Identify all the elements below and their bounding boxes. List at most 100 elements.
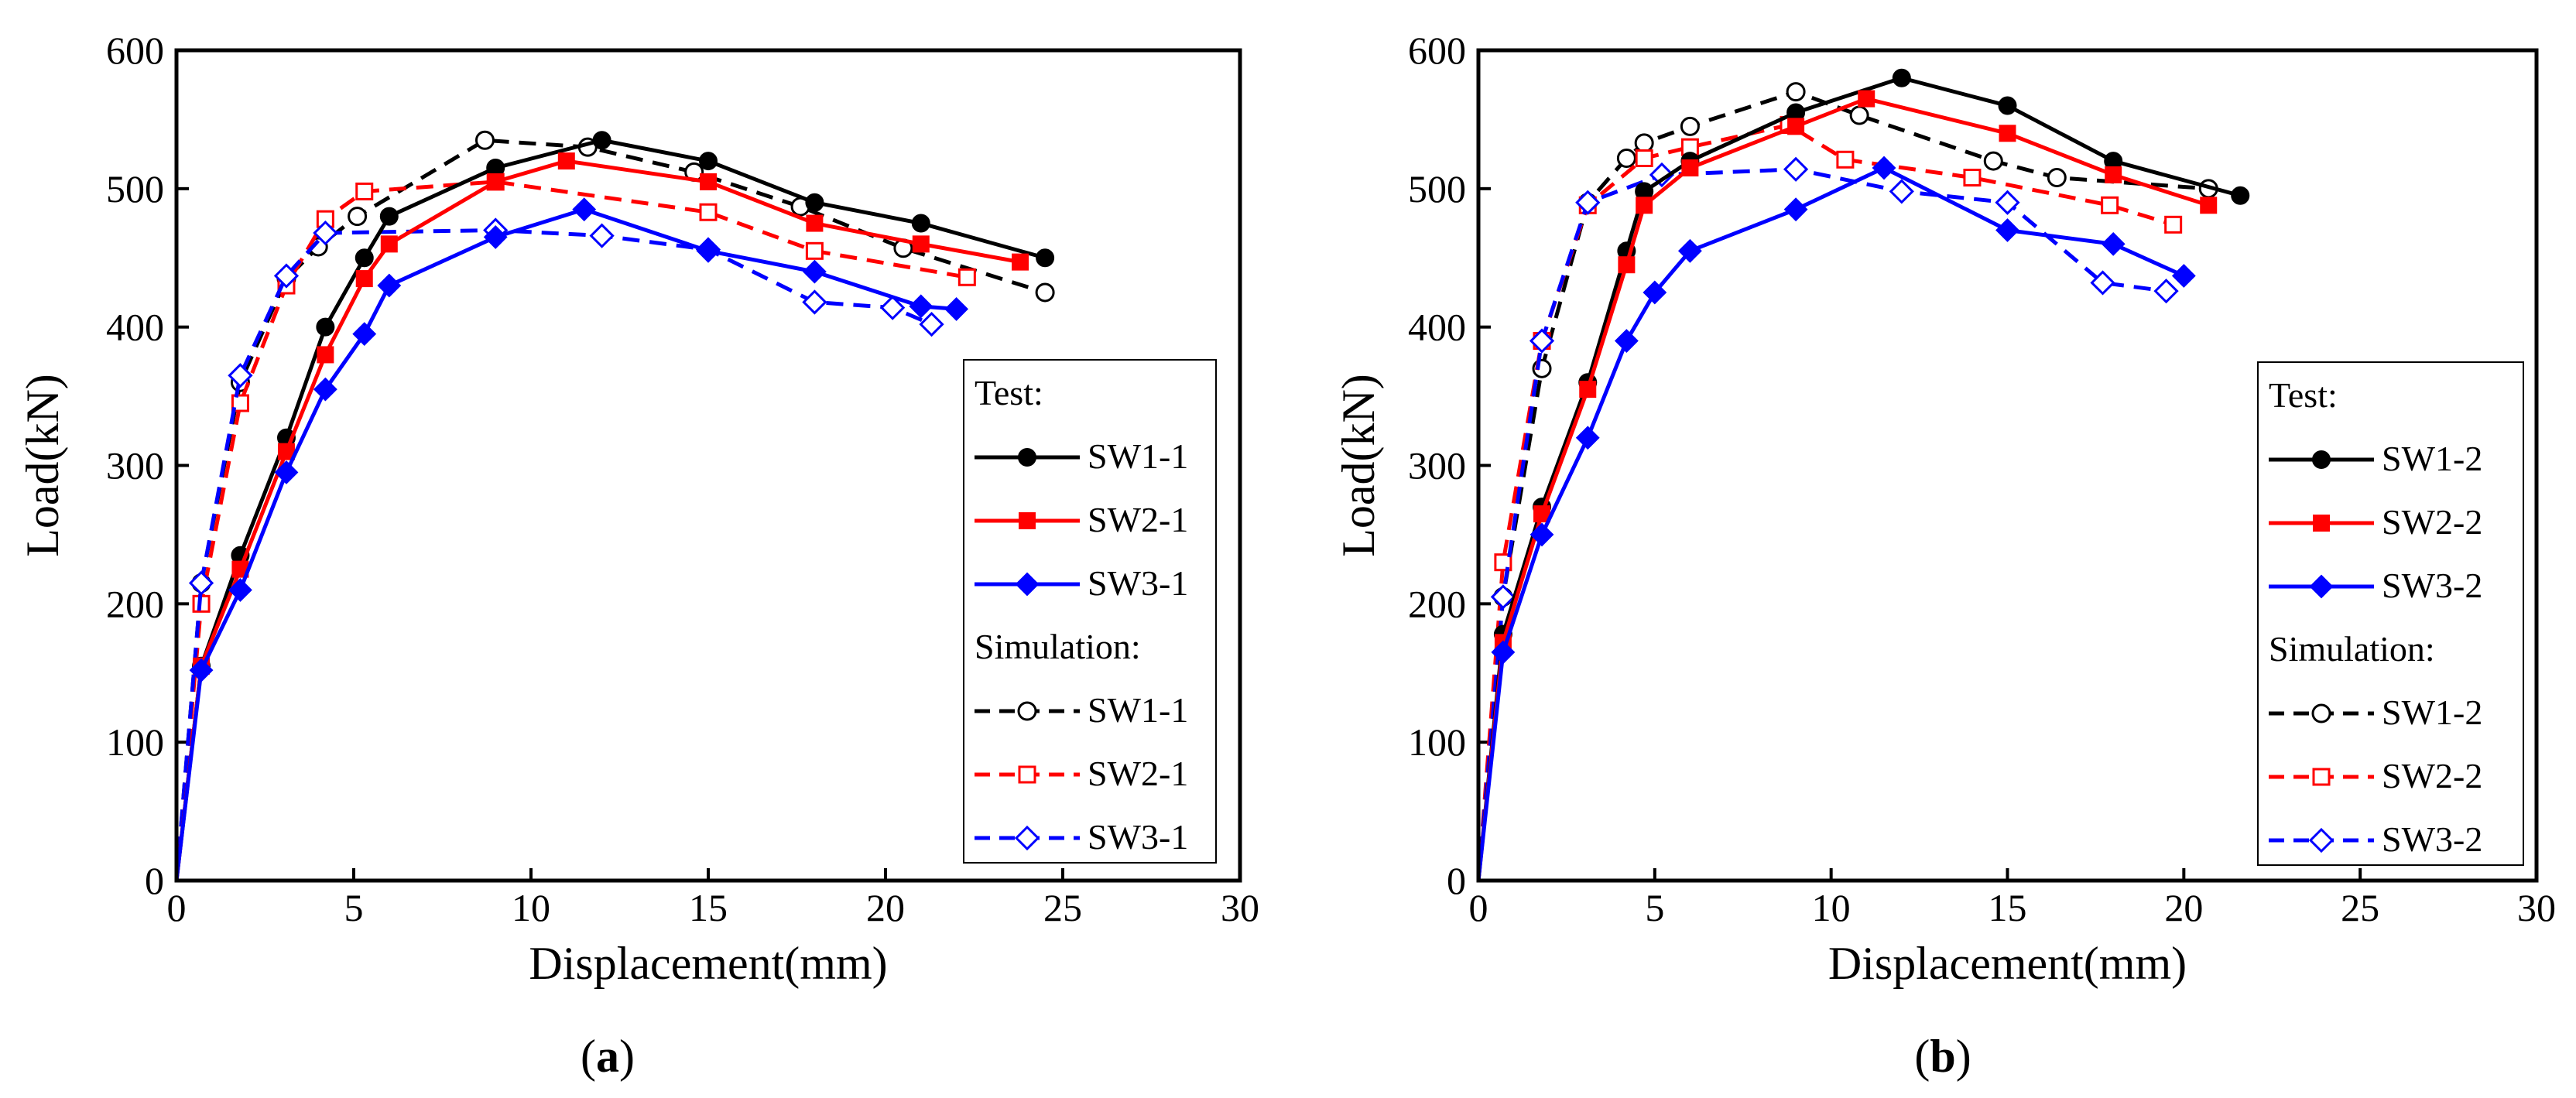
legend-entry-sw2-2-test: SW2-2: [2269, 502, 2482, 542]
series-sw1-1-test: [174, 131, 1055, 881]
y-axis-label: Load(kN): [17, 374, 68, 557]
series-sw2-2-test-point: [2200, 197, 2218, 214]
legend-entry-sw2-1-simulation-marker: [1018, 765, 1036, 784]
series-sw2-2-test-point: [1999, 125, 2016, 142]
panel-caption: (b): [1914, 1031, 1971, 1082]
x-tick-label: 20: [866, 886, 905, 929]
series-sw2-2-test-point: [1636, 197, 1653, 214]
x-axis-label: Displacement(mm): [1828, 938, 2187, 989]
series-sw3-1-test-point: [483, 225, 508, 249]
series-sw1-2-test: [1476, 68, 2250, 881]
legend-entry-sw3-1-simulation-marker: [1014, 825, 1040, 851]
series-sw3-1-test-point: [909, 294, 933, 319]
legend-entry-sw3-1-simulation-label: SW3-1: [1088, 817, 1188, 857]
series-sw3-1-simulation-point: [188, 570, 214, 596]
series-sw2-2-simulation-point: [1494, 553, 1512, 572]
legend-entry-sw2-2-test-marker: [2313, 515, 2330, 532]
series-sw3-1-test-point: [313, 377, 337, 402]
series-sw2-1-test-point: [700, 173, 717, 190]
series-sw1-2-simulation-point: [1616, 148, 1636, 168]
series-sw2-1-test: [174, 152, 1029, 881]
y-tick-label: 0: [145, 859, 164, 902]
series-sw1-2-test-point: [1998, 96, 2017, 115]
series-sw3-2-test-point: [1995, 218, 2019, 242]
series-sw2-2-simulation-point: [1836, 150, 1855, 169]
series-sw2-1-simulation-point: [957, 268, 976, 286]
legend-entry-sw2-2-simulation-label: SW2-2: [2382, 756, 2482, 795]
series-sw2-2-test-line: [1476, 97, 2209, 881]
series-sw3-1-test-point: [696, 238, 721, 263]
series-sw1-1-test-point: [911, 214, 930, 233]
series-sw2-1-test-point: [487, 173, 505, 190]
series-sw3-2-test-point: [1491, 640, 1516, 665]
x-tick-label: 30: [1221, 886, 1259, 929]
series-sw2-1-test-point: [355, 270, 373, 288]
series-sw2-1-simulation-point: [231, 394, 249, 412]
series-sw2-2-simulation-point: [2164, 215, 2183, 234]
series-sw2-2-test-point: [1681, 159, 1699, 177]
panel-caption: (a): [581, 1031, 635, 1082]
series-sw3-1-test-point: [274, 460, 299, 484]
x-tick-label: 20: [2164, 886, 2203, 929]
y-tick-label: 600: [1408, 29, 1466, 72]
series-sw1-2-simulation-point: [1786, 82, 1806, 102]
series-sw1-2-simulation-point: [1634, 133, 1654, 153]
series-sw3-2-simulation-point: [1995, 190, 2020, 215]
series-sw3-1-test-point: [572, 197, 597, 222]
series-sw2-1-simulation-point: [699, 203, 718, 221]
series-sw2-2-test-point: [1618, 256, 1636, 274]
series-sw2-1-simulation: [174, 173, 976, 881]
series-sw2-1-simulation-line: [174, 180, 968, 881]
series-sw3-1-simulation-point: [802, 289, 827, 315]
series-sw3-1-test-point: [189, 658, 214, 682]
series-sw1-1-test-point: [1036, 248, 1055, 268]
series-sw3-1-test-point: [228, 578, 252, 602]
legend-box: [963, 359, 1217, 864]
series-sw3-2-simulation: [1476, 156, 2179, 881]
series-sw1-2-simulation-point: [1680, 116, 1700, 136]
series-sw2-1-test-point: [806, 214, 824, 232]
series-sw1-2-simulation-line: [1476, 90, 2209, 881]
series-sw3-2-simulation-point: [1649, 162, 1675, 188]
legend-entry-sw1-1-test-marker: [1018, 448, 1036, 467]
y-tick-label: 400: [1408, 306, 1466, 349]
x-tick-label: 15: [1989, 886, 2027, 929]
panel-caption-letter: b: [1930, 1031, 1955, 1082]
series-sw1-1-simulation-point: [348, 207, 368, 227]
y-tick-label: 600: [106, 29, 164, 72]
chart-panel-a: 0 5 10 15 20 25 300100200300400500600Displacem…: [17, 29, 1259, 1082]
series-sw2-2-test-point: [1787, 118, 1805, 135]
series-sw1-2-test-line: [1476, 76, 2241, 881]
series-sw3-2-simulation-point: [2090, 270, 2115, 296]
series-sw2-1-test-point: [557, 152, 575, 170]
series-sw2-1-test-point: [317, 346, 334, 364]
y-tick-label: 100: [106, 720, 164, 764]
series-sw2-1-test-point: [912, 235, 930, 253]
legend-entry-sw1-2-test-marker: [2312, 450, 2331, 469]
legend-entry-sw1-2-simulation-label: SW1-2: [2382, 693, 2482, 732]
y-tick-label: 200: [1408, 582, 1466, 625]
series-sw3-2-simulation-point: [1889, 179, 1914, 204]
x-tick-label: 5: [344, 886, 364, 929]
series-sw3-2-test-point: [1575, 426, 1600, 450]
legend: Test: SW1-1 SW2-1 SW3-1 Simulation: SW1-1 SW2-…: [963, 359, 1217, 864]
x-tick-label: 15: [689, 886, 728, 929]
series-sw2-1-test-point: [380, 235, 398, 253]
series-sw2-1-simulation-point: [805, 241, 824, 260]
x-tick-label: 10: [1812, 886, 1851, 929]
x-tick-label: 25: [1043, 886, 1082, 929]
x-tick-label: 30: [2517, 886, 2556, 929]
series-sw3-2-test: [1476, 156, 2196, 881]
legend-entry-sw2-1-test-label: SW2-1: [1088, 500, 1188, 539]
series-sw2-2-simulation-point: [1635, 149, 1653, 167]
series-sw2-2-simulation-point: [1963, 169, 1982, 187]
series-sw1-2-test-point: [1892, 68, 1911, 87]
series-sw3-1-simulation-point: [313, 220, 338, 246]
y-tick-label: 300: [106, 444, 164, 487]
series-sw3-2-test-point: [2101, 231, 2126, 256]
legend-entry-sw2-2-simulation-marker: [2312, 768, 2331, 786]
series-sw3-2-test-line: [1476, 166, 2185, 881]
y-tick-label: 0: [1447, 859, 1466, 902]
series-sw3-1-simulation-point: [228, 363, 253, 388]
legend-title-test: Test:: [2269, 375, 2338, 415]
